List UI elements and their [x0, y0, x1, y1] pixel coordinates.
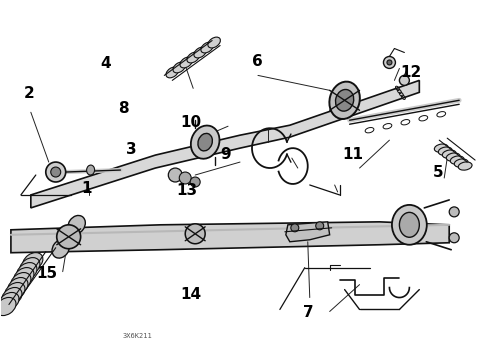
- Text: 5: 5: [433, 165, 443, 180]
- Ellipse shape: [446, 153, 460, 161]
- Text: 6: 6: [252, 54, 263, 69]
- Circle shape: [57, 225, 81, 249]
- Ellipse shape: [208, 37, 220, 48]
- Ellipse shape: [442, 150, 456, 158]
- Ellipse shape: [8, 278, 28, 296]
- Circle shape: [51, 167, 61, 177]
- Ellipse shape: [0, 292, 19, 311]
- Ellipse shape: [68, 216, 85, 234]
- Ellipse shape: [180, 57, 193, 68]
- Ellipse shape: [191, 126, 220, 159]
- Circle shape: [291, 224, 299, 232]
- Ellipse shape: [194, 47, 206, 58]
- Circle shape: [168, 168, 182, 182]
- Circle shape: [179, 172, 191, 184]
- Ellipse shape: [5, 283, 25, 301]
- Circle shape: [46, 162, 66, 182]
- Ellipse shape: [454, 159, 468, 167]
- Circle shape: [185, 224, 205, 244]
- Ellipse shape: [11, 273, 31, 291]
- Ellipse shape: [458, 162, 472, 170]
- Text: 14: 14: [181, 287, 202, 302]
- Ellipse shape: [2, 288, 22, 306]
- Ellipse shape: [20, 258, 40, 276]
- Text: 2: 2: [24, 86, 35, 102]
- Text: 12: 12: [400, 65, 421, 80]
- Circle shape: [387, 60, 392, 65]
- Ellipse shape: [0, 297, 16, 316]
- Ellipse shape: [17, 262, 37, 281]
- Circle shape: [316, 222, 324, 230]
- Ellipse shape: [14, 267, 34, 286]
- Ellipse shape: [173, 62, 186, 73]
- Polygon shape: [286, 222, 330, 242]
- Ellipse shape: [187, 52, 199, 63]
- Ellipse shape: [198, 134, 212, 151]
- Polygon shape: [11, 222, 449, 253]
- Text: 15: 15: [37, 266, 58, 281]
- Ellipse shape: [392, 205, 427, 245]
- Text: 1: 1: [81, 181, 92, 197]
- Text: 4: 4: [100, 56, 111, 71]
- Text: 9: 9: [220, 147, 231, 162]
- Circle shape: [449, 233, 459, 243]
- Ellipse shape: [166, 67, 178, 78]
- Ellipse shape: [434, 144, 448, 152]
- Text: 3X6K211: 3X6K211: [122, 333, 152, 339]
- Ellipse shape: [201, 42, 214, 53]
- Circle shape: [449, 207, 459, 217]
- Text: 10: 10: [181, 115, 202, 130]
- Text: 3: 3: [126, 142, 137, 157]
- Ellipse shape: [52, 239, 70, 258]
- Ellipse shape: [87, 165, 95, 175]
- Ellipse shape: [399, 212, 419, 237]
- Ellipse shape: [336, 90, 354, 111]
- Ellipse shape: [450, 156, 464, 164]
- Text: 11: 11: [342, 147, 363, 162]
- Polygon shape: [31, 80, 419, 208]
- Text: 8: 8: [118, 101, 128, 116]
- Circle shape: [384, 57, 395, 68]
- Circle shape: [190, 177, 200, 187]
- Ellipse shape: [329, 82, 360, 119]
- Text: 13: 13: [176, 183, 197, 198]
- Ellipse shape: [23, 253, 43, 271]
- Text: 7: 7: [303, 305, 314, 320]
- Ellipse shape: [439, 147, 452, 155]
- Circle shape: [399, 75, 409, 85]
